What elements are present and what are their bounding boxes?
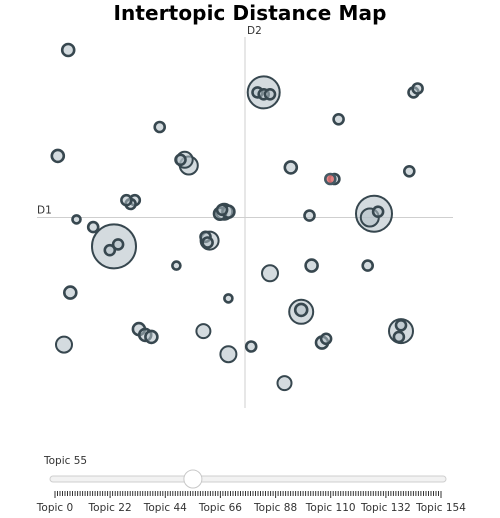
topic-slider-label: Topic 55 xyxy=(44,455,88,467)
topic-bubble[interactable] xyxy=(361,259,375,272)
slider-tick-label: Topic 22 xyxy=(88,502,132,514)
slider-tick-label: Topic 110 xyxy=(305,502,356,514)
topic-bubble[interactable] xyxy=(283,160,299,175)
slider-tick-label: Topic 132 xyxy=(360,502,411,514)
topic-bubble[interactable] xyxy=(153,120,166,134)
topic-bubble[interactable] xyxy=(244,340,258,353)
topic-bubble[interactable] xyxy=(392,330,406,344)
topic-slider[interactable]: Topic 0 Topic 22 Topic 44 Topic 66 Topic 88 T… xyxy=(0,468,500,518)
slider-tick-label: Topic 66 xyxy=(198,502,242,514)
slider-tick-label: Topic 44 xyxy=(143,502,187,514)
topic-scatter-plot: D1 D2 xyxy=(37,25,453,408)
topic-bubble[interactable] xyxy=(371,205,385,218)
topic-bubble[interactable] xyxy=(223,293,234,304)
d2-axis-label: D2 xyxy=(247,25,262,37)
topic-bubble[interactable] xyxy=(276,375,293,392)
topic-bubble[interactable] xyxy=(411,82,424,95)
topic-bubbles xyxy=(50,42,424,392)
topic-bubble[interactable] xyxy=(402,165,416,178)
topic-bubble[interactable] xyxy=(394,318,408,332)
topic-bubble[interactable] xyxy=(55,335,73,354)
slider-tick-label: Topic 0 xyxy=(36,502,73,514)
topic-bubble[interactable] xyxy=(332,113,345,126)
slider-tick-label: Topic 88 xyxy=(253,502,297,514)
topic-bubble[interactable] xyxy=(293,302,309,318)
topic-bubble[interactable] xyxy=(111,238,125,251)
slider-ticks xyxy=(54,491,442,498)
topic-bubble[interactable] xyxy=(171,260,182,271)
topic-bubble[interactable] xyxy=(261,264,279,283)
slider-handle[interactable] xyxy=(183,469,203,489)
topic-bubble[interactable] xyxy=(86,220,100,234)
topic-bubble[interactable] xyxy=(219,345,238,364)
topic-bubble[interactable] xyxy=(120,193,133,207)
topic-bubble-selected[interactable] xyxy=(323,172,337,186)
topic-bubble[interactable] xyxy=(63,285,78,300)
chart-title: Intertopic Distance Map xyxy=(113,1,387,25)
slider-track[interactable] xyxy=(49,475,447,483)
slider-tick-label: Topic 154 xyxy=(415,502,466,514)
topic-bubble[interactable] xyxy=(144,329,159,345)
topic-bubble[interactable] xyxy=(71,214,82,225)
topic-bubble[interactable] xyxy=(319,332,333,346)
topic-bubble[interactable] xyxy=(60,42,76,58)
topic-bubble[interactable] xyxy=(303,209,316,222)
topic-bubble[interactable] xyxy=(50,148,66,164)
topic-bubble[interactable] xyxy=(263,88,277,101)
topic-bubble[interactable] xyxy=(174,153,187,167)
topic-bubble[interactable] xyxy=(201,236,214,249)
topic-bubble[interactable] xyxy=(103,243,117,257)
topic-bubble[interactable] xyxy=(195,323,212,340)
topic-bubble[interactable] xyxy=(215,203,229,217)
d1-axis-label: D1 xyxy=(37,205,52,217)
topic-bubble[interactable] xyxy=(304,258,319,273)
slider-tick-labels: Topic 0 Topic 22 Topic 44 Topic 66 Topic 88 T… xyxy=(36,502,466,514)
